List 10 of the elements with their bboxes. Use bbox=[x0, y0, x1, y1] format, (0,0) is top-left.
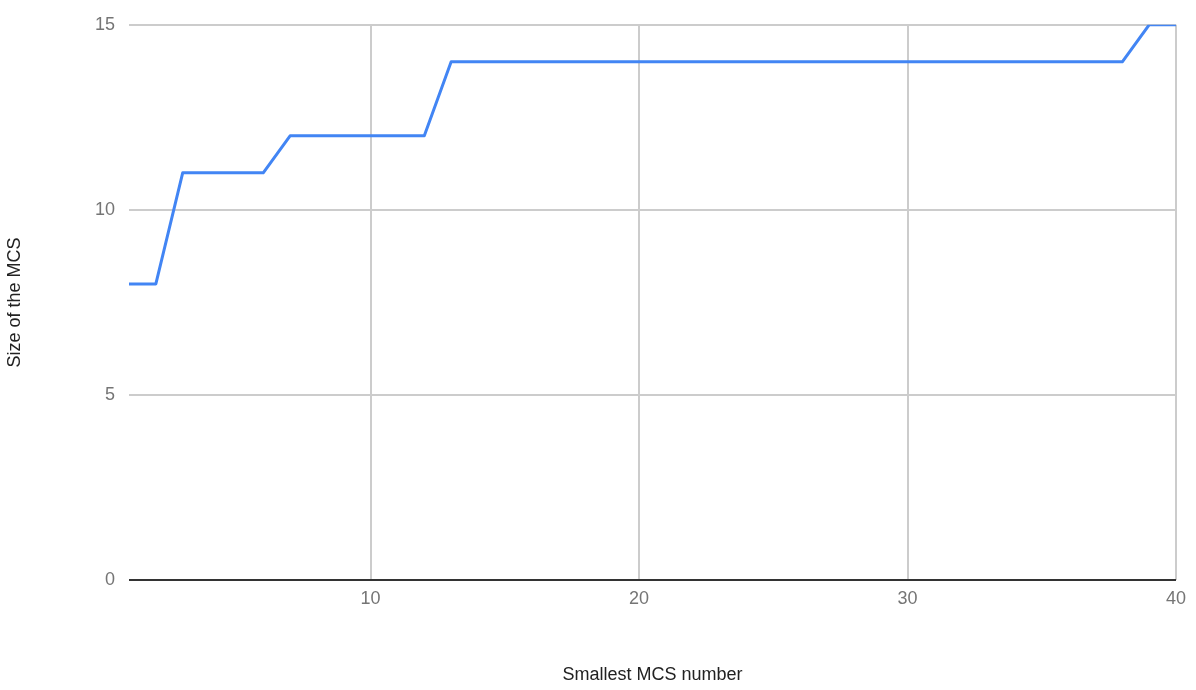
y-axis-title: Size of the MCS bbox=[3, 237, 24, 368]
x-tick-label: 40 bbox=[1165, 587, 1187, 608]
x-tick-label: 30 bbox=[897, 587, 918, 608]
x-tick-label: 20 bbox=[629, 587, 650, 608]
y-tick-label: 5 bbox=[104, 383, 115, 404]
x-axis-title: Smallest MCS number bbox=[562, 664, 743, 685]
y-tick-label: 0 bbox=[104, 568, 115, 589]
y-tick-label: 10 bbox=[94, 198, 115, 219]
y-tick-label: 15 bbox=[94, 13, 115, 34]
x-tick-label: 10 bbox=[360, 587, 381, 608]
